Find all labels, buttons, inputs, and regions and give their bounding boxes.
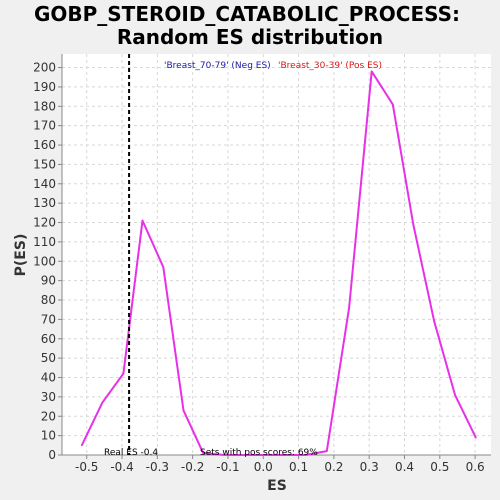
es-data-point — [454, 394, 456, 396]
y-tick-label: 10 — [41, 429, 56, 443]
x-tick-label: -0.5 — [75, 460, 98, 474]
es-data-point — [392, 103, 394, 106]
es-data-point — [412, 223, 415, 226]
es-data-point — [101, 401, 104, 404]
es-data-point — [370, 70, 373, 73]
y-tick-label: 140 — [33, 177, 56, 191]
es-data-point — [284, 454, 287, 456]
y-tick-label: 50 — [41, 351, 56, 365]
es-data-point — [304, 454, 307, 456]
x-tick-label: -0.3 — [146, 460, 169, 474]
es-data-point — [182, 409, 185, 412]
y-tick-label: 120 — [33, 216, 56, 230]
es-data-point — [80, 444, 83, 447]
y-tick-label: 150 — [33, 157, 56, 171]
x-axis-label: ES — [267, 478, 287, 494]
chart-title-line-2: Random ES distribution — [117, 25, 383, 49]
plot-area — [62, 54, 491, 455]
x-tick-label: 0.4 — [395, 460, 414, 474]
y-tick-label: 90 — [41, 274, 56, 288]
y-tick-label: 40 — [41, 371, 56, 385]
x-tick-label: 0.5 — [430, 460, 449, 474]
es-distribution-line — [80, 70, 477, 456]
es-data-point — [202, 452, 205, 454]
y-tick-label: 110 — [33, 235, 56, 249]
y-tick-label: 200 — [33, 61, 56, 75]
real-es-label: Real ES -0.4 — [104, 448, 158, 458]
grid-lines — [62, 54, 491, 456]
y-tick-label: 0 — [48, 448, 56, 462]
y-tick-label: 170 — [33, 119, 56, 133]
y-tick-label: 20 — [41, 409, 56, 423]
es-data-point — [223, 454, 226, 456]
pos-es-label: 'Breast_30-39' (Pos ES) — [278, 61, 382, 71]
es-data-point — [326, 450, 328, 452]
es-data-point — [475, 436, 477, 439]
pos-scores-label: Sets with pos scores: 69% — [200, 448, 318, 458]
y-tick-label: 160 — [33, 138, 56, 152]
y-tick-label: 180 — [33, 99, 56, 113]
x-tick-label: 0.0 — [254, 460, 273, 474]
x-tick-label: -0.4 — [110, 460, 133, 474]
es-data-point — [162, 266, 165, 268]
es-data-point — [348, 306, 350, 309]
neg-es-label: 'Breast_70-79' (Neg ES) — [164, 61, 271, 71]
es-data-point — [243, 454, 245, 456]
x-tick-label: -0.1 — [216, 460, 239, 474]
y-tick-label: 70 — [41, 312, 56, 326]
y-tick-label: 80 — [41, 293, 56, 307]
x-tick-label: 0.6 — [466, 460, 485, 474]
y-axis-label: P(ES) — [13, 234, 29, 277]
x-tick-label: -0.2 — [181, 460, 204, 474]
x-tick-label: 0.2 — [324, 460, 343, 474]
y-tick-label: 190 — [33, 80, 56, 94]
y-tick-label: 100 — [33, 254, 56, 268]
x-tick-label: 0.3 — [360, 460, 379, 474]
es-data-point — [141, 219, 144, 222]
es-data-point — [122, 372, 125, 375]
y-tick-label: 130 — [33, 196, 56, 210]
series-layer — [80, 70, 477, 456]
x-tick-label: 0.1 — [289, 460, 308, 474]
es-data-point — [264, 454, 266, 456]
chart-title-line-1: GOBP_STEROID_CATABOLIC_PROCESS: — [34, 2, 460, 26]
y-tick-label: 60 — [41, 332, 56, 346]
y-tick-label: 30 — [41, 390, 56, 404]
es-data-point — [433, 320, 435, 323]
